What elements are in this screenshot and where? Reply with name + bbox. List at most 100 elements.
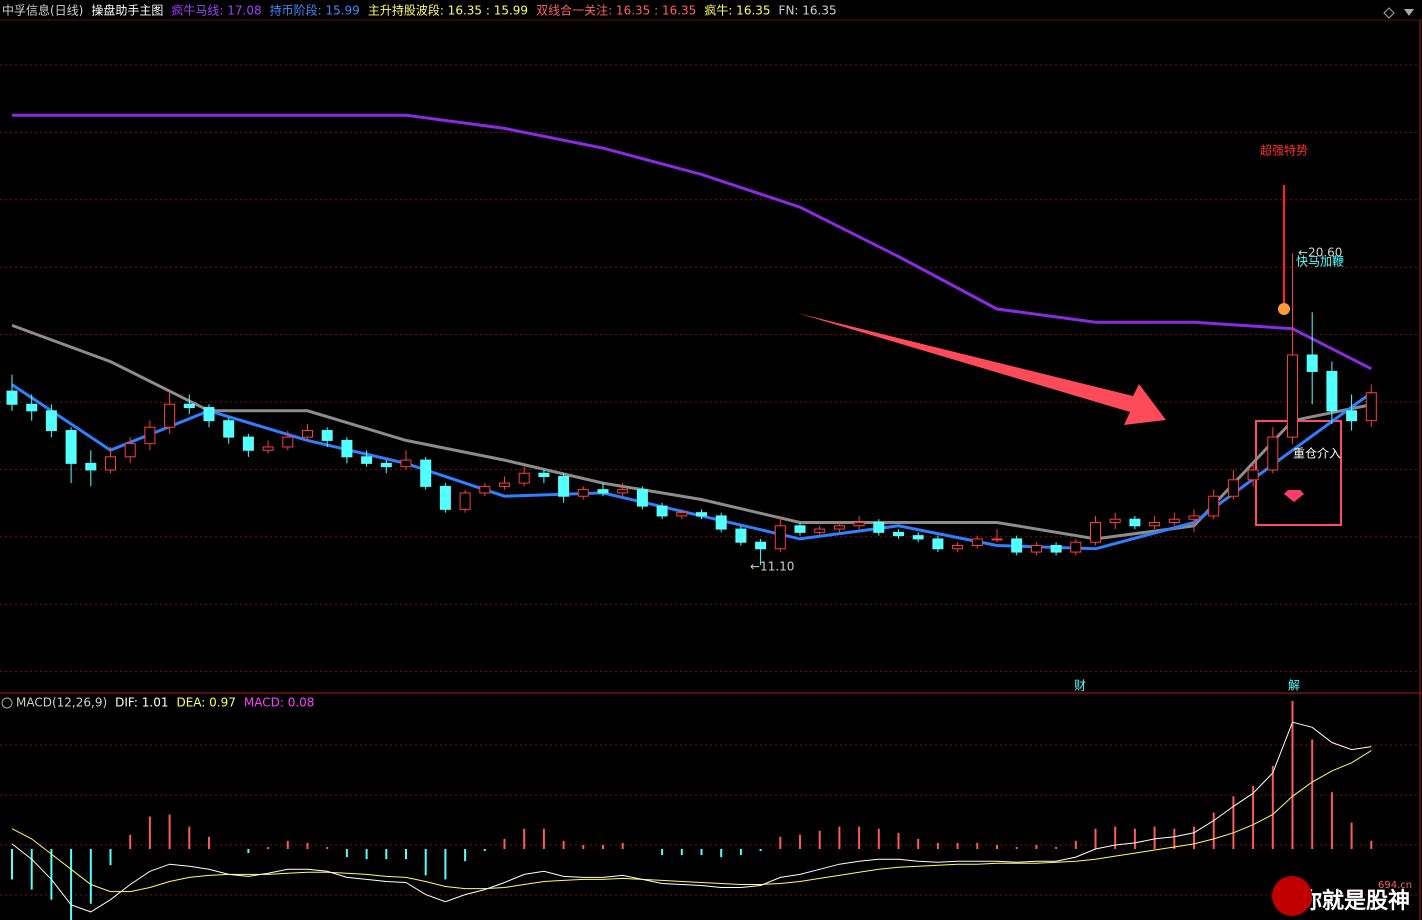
candle-body	[282, 436, 294, 448]
candle-body	[361, 456, 373, 464]
annotation: 超强特势	[1260, 143, 1308, 158]
candle-body	[538, 472, 550, 478]
candle-body	[636, 489, 648, 507]
candle-body	[341, 439, 353, 458]
grid	[0, 64, 1420, 896]
candle-body	[1326, 370, 1338, 412]
indicator-line	[11, 721, 1372, 913]
candle-body	[380, 462, 392, 468]
candle-body	[439, 485, 451, 510]
candle-body	[1109, 518, 1121, 524]
legend-item: DEA: 0.97	[176, 696, 235, 710]
legend-item: DIF: 1.01	[115, 696, 168, 710]
candle-body	[302, 430, 313, 438]
legend-item: MACD(12,26,9)	[16, 696, 107, 710]
candle-body	[85, 462, 97, 471]
menu-arrow[interactable]	[1404, 9, 1414, 16]
candle-body	[814, 528, 826, 533]
signal-icon	[1278, 303, 1290, 315]
annotation: 财	[1074, 679, 1086, 693]
annotation: ←11.10	[750, 560, 794, 574]
candle-body	[971, 538, 983, 546]
annotation: ←20.60	[1298, 246, 1342, 260]
candle-body	[1287, 354, 1298, 438]
annotation: 重仓介入	[1293, 447, 1341, 461]
candle-body	[518, 472, 530, 484]
candle-body	[144, 426, 156, 445]
candle-body	[755, 541, 767, 550]
candle-body	[105, 456, 116, 471]
candle-body	[1306, 354, 1318, 372]
candle-body	[1208, 495, 1220, 517]
candle-body	[242, 436, 254, 451]
legend-item: 持币阶段: 15.99	[270, 3, 360, 18]
candle-body	[1247, 469, 1259, 481]
candle-body	[1188, 515, 1200, 520]
candle-body	[558, 476, 570, 497]
annotation: 快马加鞭	[1296, 255, 1344, 269]
candle-body	[774, 525, 786, 550]
candle-body	[1267, 436, 1279, 471]
legend-item: 疯牛: 16.35	[704, 3, 770, 18]
watermark: 694.cn	[1378, 880, 1412, 891]
candle-body	[1129, 518, 1141, 527]
candle-body	[479, 485, 491, 494]
candle-body	[617, 489, 629, 494]
indicator-line	[12, 113, 1372, 371]
candle-body	[223, 420, 235, 438]
candle-body	[912, 535, 924, 540]
candle-body	[65, 430, 77, 464]
candle-body	[1090, 522, 1101, 543]
candle-body	[203, 407, 215, 422]
legend-item: FN: 16.35	[779, 4, 837, 18]
candle-body	[1149, 522, 1161, 527]
legend-item: 操盘助手主图	[91, 3, 163, 18]
candle-body	[124, 443, 136, 458]
candle-body	[932, 538, 944, 550]
candle-body	[597, 489, 609, 494]
candle-body	[26, 403, 38, 412]
candle-body	[183, 403, 195, 409]
candle-body	[1050, 544, 1062, 553]
legend-item: 主升持股波段: 16.35 : 15.99	[368, 3, 528, 18]
candle-body	[833, 525, 845, 530]
candle-body	[1168, 518, 1180, 524]
legend-item: MACD: 0.08	[244, 696, 315, 710]
candle-body	[991, 538, 1003, 541]
candle-body	[1346, 410, 1358, 422]
candle-body	[45, 410, 57, 432]
candle-body	[1227, 479, 1239, 497]
gem-icon	[1284, 490, 1304, 502]
candle-body	[6, 390, 18, 405]
candle-body	[656, 505, 668, 517]
candle-body	[735, 528, 747, 543]
legend-item: 中孚信息(日线)	[2, 3, 83, 18]
candle-body	[893, 531, 904, 537]
candle-body	[459, 492, 471, 510]
candle-body	[1070, 541, 1082, 553]
candle-body	[952, 544, 964, 550]
candle-body	[715, 515, 727, 530]
menu-diamond	[1383, 7, 1395, 19]
plot-layer: 中孚信息(日线) 操盘助手主图 疯牛马线: 17.08 持币阶段: 15.99 主升持股…	[2, 3, 1412, 920]
macd-toggle[interactable]	[1, 697, 13, 709]
indicator-line	[11, 750, 1372, 893]
candle-body	[1030, 544, 1042, 553]
candle-body	[400, 459, 412, 468]
candle-body	[577, 489, 589, 497]
annotation: 解	[1288, 679, 1300, 693]
legend-item: 疯牛马线: 17.08	[171, 3, 261, 18]
legend-item: 双线合一关注: 16.35 : 16.35	[536, 3, 696, 18]
candle-body	[873, 522, 885, 533]
candle-body	[321, 430, 333, 441]
candle-body	[696, 512, 707, 517]
candle-body	[420, 459, 432, 487]
candle-body	[794, 525, 806, 533]
candle-body	[164, 403, 176, 428]
candle-body	[676, 512, 688, 517]
candle-body	[853, 522, 865, 527]
candle-body	[499, 482, 510, 487]
